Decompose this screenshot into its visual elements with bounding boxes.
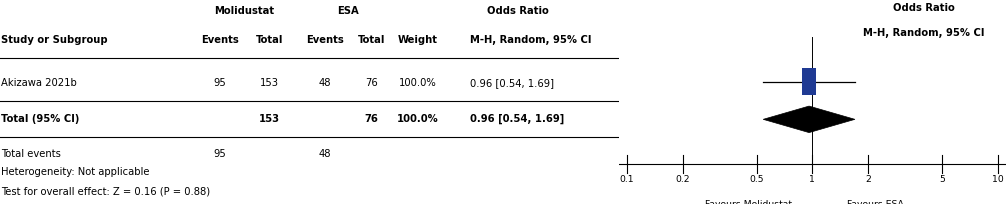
Text: Test for overall effect: Z = 0.16 (P = 0.88): Test for overall effect: Z = 0.16 (P = 0… bbox=[1, 187, 210, 197]
Text: 2: 2 bbox=[865, 175, 871, 184]
Text: 100.0%: 100.0% bbox=[396, 114, 439, 124]
Text: 5: 5 bbox=[939, 175, 945, 184]
Text: 76: 76 bbox=[365, 78, 377, 88]
Text: Favours ESA: Favours ESA bbox=[847, 200, 904, 204]
Text: 95: 95 bbox=[213, 78, 226, 88]
Text: Study or Subgroup: Study or Subgroup bbox=[1, 35, 108, 45]
Text: M-H, Random, 95% CI: M-H, Random, 95% CI bbox=[470, 35, 592, 45]
Text: Molidustat: Molidustat bbox=[214, 6, 275, 16]
Text: Events: Events bbox=[201, 35, 238, 45]
Text: 95: 95 bbox=[213, 149, 226, 159]
Text: 0.5: 0.5 bbox=[749, 175, 764, 184]
Text: 0.96 [0.54, 1.69]: 0.96 [0.54, 1.69] bbox=[470, 114, 564, 124]
Text: 0.1: 0.1 bbox=[620, 175, 635, 184]
Text: 76: 76 bbox=[364, 114, 378, 124]
Text: 0.96 [0.54, 1.69]: 0.96 [0.54, 1.69] bbox=[470, 78, 554, 88]
Text: 153: 153 bbox=[260, 78, 279, 88]
Text: 48: 48 bbox=[319, 78, 331, 88]
Text: Favours Molidustat: Favours Molidustat bbox=[704, 200, 792, 204]
Text: Events: Events bbox=[306, 35, 344, 45]
Text: 10: 10 bbox=[992, 175, 1003, 184]
Text: Weight: Weight bbox=[397, 35, 438, 45]
Text: Total (95% CI): Total (95% CI) bbox=[1, 114, 79, 124]
Text: Total: Total bbox=[357, 35, 385, 45]
Text: Total events: Total events bbox=[1, 149, 61, 159]
Text: Akizawa 2021b: Akizawa 2021b bbox=[1, 78, 77, 88]
Bar bbox=[802, 68, 816, 95]
Text: Odds Ratio: Odds Ratio bbox=[893, 3, 955, 13]
Text: 100.0%: 100.0% bbox=[398, 78, 437, 88]
Text: 0.2: 0.2 bbox=[676, 175, 690, 184]
Text: Heterogeneity: Not applicable: Heterogeneity: Not applicable bbox=[1, 167, 150, 177]
Text: 153: 153 bbox=[259, 114, 280, 124]
Text: M-H, Random, 95% CI: M-H, Random, 95% CI bbox=[863, 28, 985, 38]
Text: Odds Ratio: Odds Ratio bbox=[487, 6, 549, 16]
Polygon shape bbox=[764, 106, 855, 133]
Text: 1: 1 bbox=[810, 175, 815, 184]
Text: Total: Total bbox=[256, 35, 283, 45]
Text: ESA: ESA bbox=[337, 6, 359, 16]
Text: 48: 48 bbox=[319, 149, 331, 159]
